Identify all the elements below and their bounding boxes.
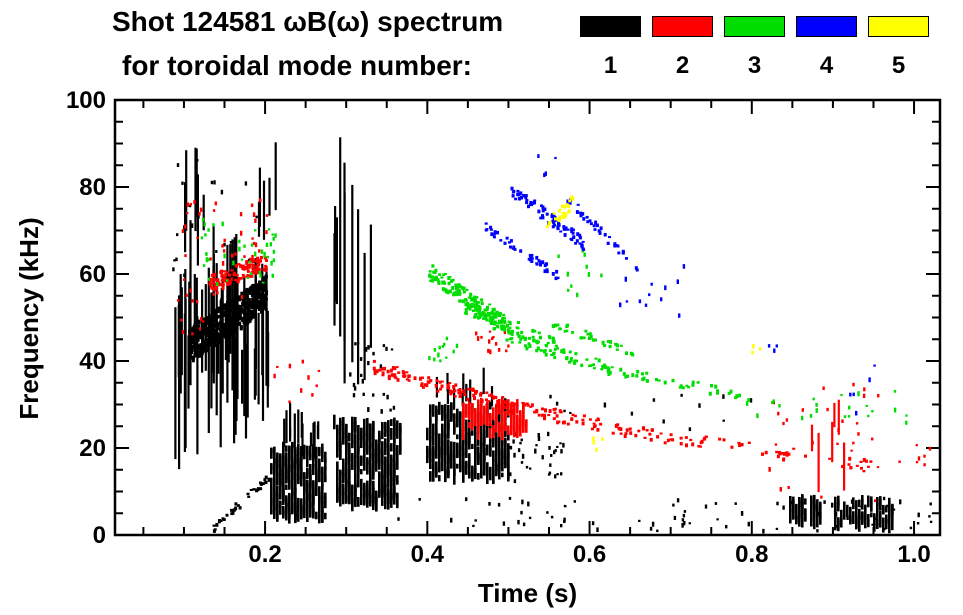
x-tick-label: 0.4 <box>411 541 445 568</box>
scatter-points-mode-4 <box>484 154 876 416</box>
y-tick-label: 0 <box>93 522 106 549</box>
axis-ticks <box>115 99 940 536</box>
y-tick-label: 80 <box>79 174 106 201</box>
legend-label-mode-3: 3 <box>747 52 762 79</box>
legend-label-mode-5: 5 <box>891 52 906 79</box>
scatter-points-mode-1 <box>172 137 933 534</box>
y-tick-label: 60 <box>79 261 106 288</box>
legend-swatch-mode-5 <box>868 16 929 37</box>
y-tick-label: 40 <box>79 348 106 375</box>
legend-swatch-mode-1 <box>580 16 641 37</box>
y-tick-label: 20 <box>79 435 106 462</box>
scatter-points-mode-5 <box>545 195 762 452</box>
x-tick-label: 0.6 <box>573 541 606 568</box>
legend-label-mode-1: 1 <box>603 52 618 79</box>
scatter-layers <box>172 137 933 534</box>
legend-swatches <box>580 16 929 37</box>
x-tick-label: 0.8 <box>735 541 768 568</box>
x-tick-label: 0.2 <box>248 541 281 568</box>
legend-swatch-mode-2 <box>652 16 713 37</box>
legend-swatch-mode-3 <box>724 16 785 37</box>
legend-numbers: 1 2 3 4 5 <box>580 52 929 80</box>
legend-label-mode-4: 4 <box>819 52 834 79</box>
x-tick-label: 1.0 <box>897 541 930 568</box>
scatter-points-mode-3 <box>200 217 908 425</box>
chart-subtitle: for toroidal mode number: <box>122 50 472 81</box>
scatter-points-mode-2 <box>176 198 932 502</box>
chart-title: Shot 124581 ωB(ω) spectrum <box>112 6 504 37</box>
x-axis-label: Time (s) <box>477 578 578 608</box>
legend-swatch-mode-4 <box>796 16 857 37</box>
y-tick-label: 100 <box>66 87 106 114</box>
legend-label-mode-2: 2 <box>675 52 690 79</box>
